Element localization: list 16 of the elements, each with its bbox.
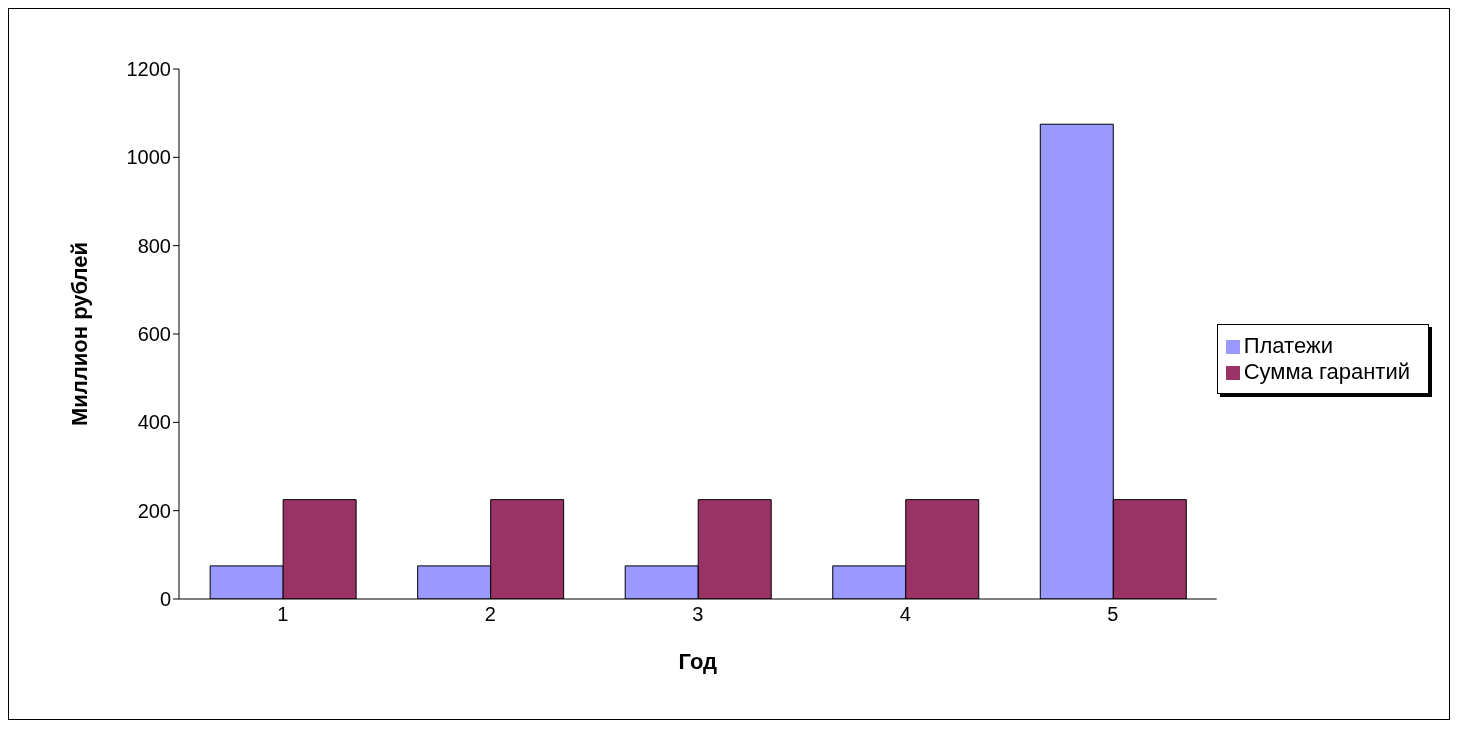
y-tick-label: 0 — [159, 588, 171, 611]
x-tick-label: 4 — [899, 603, 911, 626]
x-tick-label: 2 — [484, 603, 496, 626]
x-axis-title: Год — [678, 649, 718, 674]
y-tick-label: 600 — [137, 323, 171, 346]
legend-label: Сумма гарантий — [1243, 359, 1410, 384]
y-tick-label: 800 — [137, 234, 171, 257]
y-tick-label: 200 — [137, 499, 171, 522]
x-tick-label: 5 — [1107, 603, 1119, 626]
y-tick-label: 1000 — [126, 146, 171, 169]
x-tick-label: 1 — [277, 603, 289, 626]
x-tick-label: 3 — [692, 603, 704, 626]
y-tick-label: 1200 — [126, 58, 171, 81]
y-axis-title: Миллион рублей — [66, 241, 92, 427]
y-tick-label: 400 — [137, 411, 171, 434]
legend-label: Платежи — [1243, 333, 1333, 358]
